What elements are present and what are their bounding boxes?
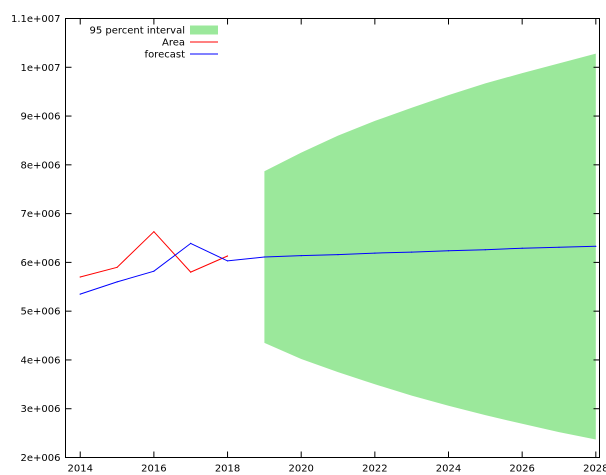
axes-layer: 2e+006 3e+006 4e+006 5e+006 6e+006 7e+006 8e+0… xyxy=(11,14,606,475)
data-point-forecast xyxy=(595,245,597,247)
data-point-forecast xyxy=(153,270,155,272)
x-tick-label: 2026 xyxy=(509,464,534,475)
x-tick-label: 2014 xyxy=(68,464,93,475)
data-point-forecast xyxy=(411,251,413,253)
data-point-area xyxy=(79,276,81,278)
data-point-forecast xyxy=(116,281,118,283)
x-tick-label: 2022 xyxy=(362,464,387,475)
data-point-forecast xyxy=(521,247,523,249)
data-point-forecast xyxy=(484,249,486,251)
x-tick-label: 2024 xyxy=(436,464,461,475)
y-tick-label: 4e+006 xyxy=(21,355,61,366)
series-layer xyxy=(79,230,597,295)
y-tick-label: 1.1e+007 xyxy=(11,14,61,25)
interval-band xyxy=(264,53,596,440)
legend-label-forecast: forecast xyxy=(145,50,186,61)
x-tick-label: 2018 xyxy=(215,464,240,475)
data-point-forecast xyxy=(263,256,265,258)
y-tick-label: 6e+006 xyxy=(21,258,61,269)
x-tick-label: 2028 xyxy=(583,464,606,475)
plot-frame xyxy=(65,18,600,458)
series-line-area xyxy=(80,230,228,278)
data-point-forecast xyxy=(226,260,229,262)
data-point-area xyxy=(190,271,192,273)
x-tick-label: 2016 xyxy=(141,464,166,475)
legend-label-95-percent-interval: 95 percent interval xyxy=(89,26,185,37)
y-tick-label: 3e+006 xyxy=(21,404,61,415)
data-point-forecast xyxy=(447,250,450,252)
y-tick-label: 1e+007 xyxy=(21,63,61,74)
data-point-forecast xyxy=(300,255,302,257)
x-tick-label: 2020 xyxy=(288,464,313,475)
data-point-forecast xyxy=(337,254,339,256)
y-tick-label: 8e+006 xyxy=(21,160,61,171)
y-tick-label: 9e+006 xyxy=(21,112,61,123)
data-point-area xyxy=(153,231,155,233)
data-point-forecast xyxy=(558,246,560,248)
data-point-forecast xyxy=(190,242,192,244)
data-point-forecast xyxy=(374,252,376,254)
y-tick-label: 5e+006 xyxy=(21,307,61,318)
y-tick-label: 2e+006 xyxy=(21,453,61,464)
legend-swatch-95-percent-interval xyxy=(190,25,218,35)
data-point-forecast xyxy=(79,293,81,295)
data-point-area xyxy=(116,266,118,268)
y-tick-label: 7e+006 xyxy=(21,209,61,220)
interval-layer xyxy=(264,53,596,440)
legend-label-area: Area xyxy=(162,38,185,49)
data-point-area xyxy=(226,255,229,257)
